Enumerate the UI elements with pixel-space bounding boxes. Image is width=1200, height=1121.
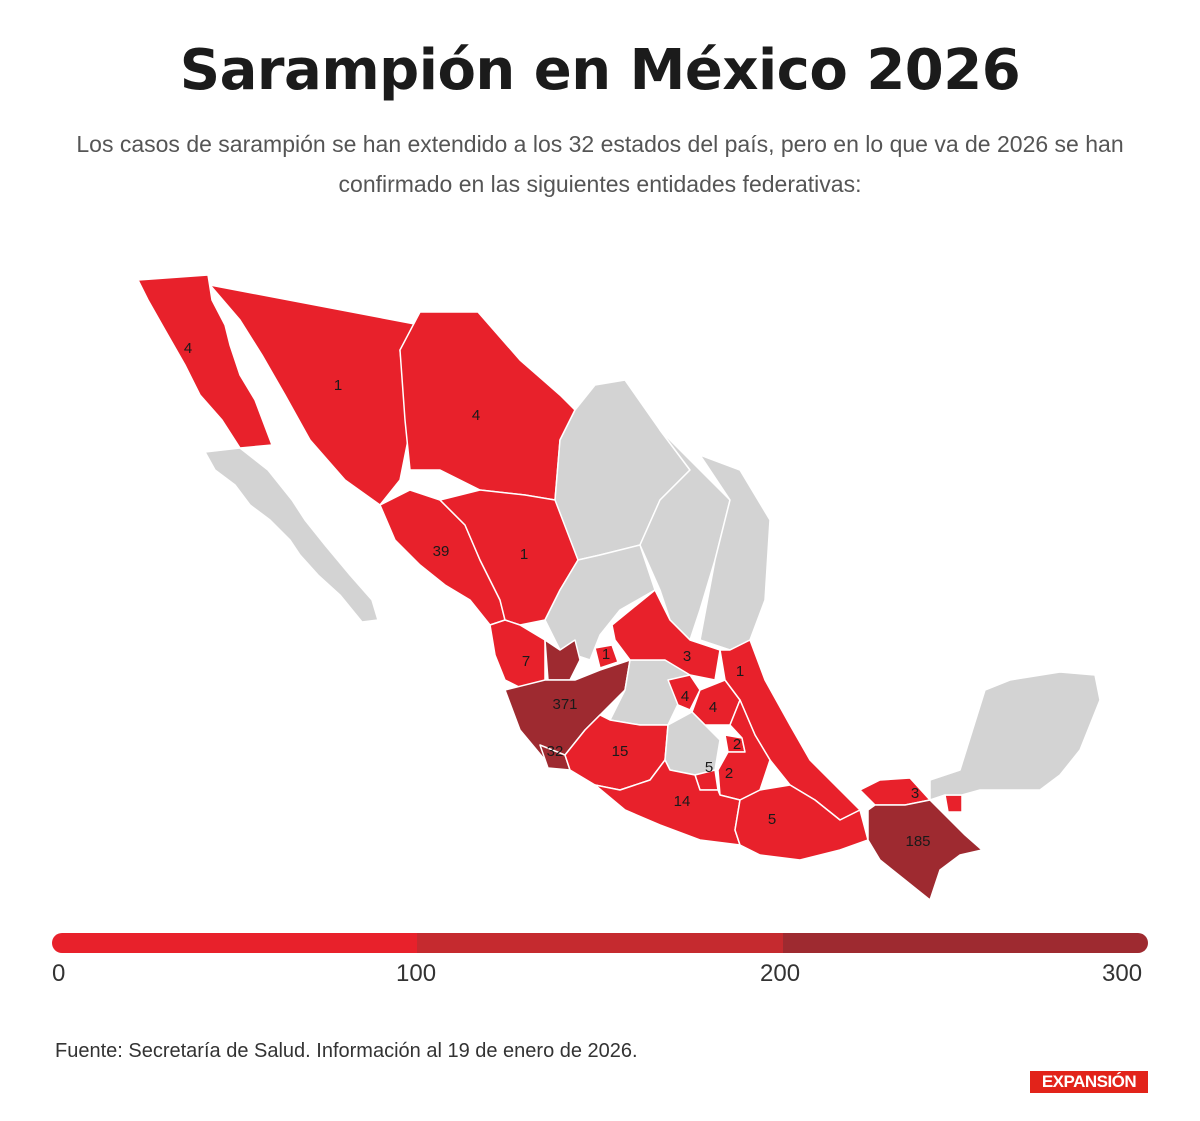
map-label-sinaloa: 39 <box>433 543 450 560</box>
map-label-tlaxcala: 2 <box>733 736 741 753</box>
map-label-sonora: 1 <box>334 377 342 394</box>
state-guerrero[interactable] <box>594 759 741 846</box>
scale-segment-low <box>52 933 418 953</box>
map-label-hidalgo: 4 <box>709 699 717 716</box>
map-label-quer-taro: 4 <box>681 688 689 705</box>
state-jalisco[interactable] <box>504 659 631 761</box>
map-label-veracruz: 1 <box>736 663 744 680</box>
state-queretaro[interactable] <box>667 674 701 711</box>
map-label-chiapas: 185 <box>905 833 930 850</box>
map-label-baja-california: 4 <box>184 340 192 357</box>
state-chihuahua[interactable] <box>399 311 576 501</box>
state-san-luis-potosi[interactable] <box>611 589 721 681</box>
color-scale-bar <box>52 933 1148 953</box>
state-campeche-piece[interactable] <box>944 794 963 813</box>
scale-tick-100: 100 <box>396 960 437 987</box>
page-title: Sarampión en México 2026 <box>179 38 1021 103</box>
state-tabasco[interactable] <box>859 777 931 806</box>
map-label-puebla: 2 <box>725 765 733 782</box>
map-label-chihuahua: 4 <box>472 407 480 424</box>
map-label-tabasco: 3 <box>911 785 919 802</box>
map-label-nayarit: 7 <box>522 653 530 670</box>
map-label-san-luis-potos-: 3 <box>683 648 691 665</box>
map-label-michoac-n: 15 <box>612 743 629 760</box>
state-yucatan-peninsula[interactable] <box>929 671 1101 801</box>
state-baja-california[interactable] <box>137 274 273 449</box>
state-chiapas[interactable] <box>867 799 983 901</box>
state-zacatecas[interactable] <box>544 544 656 661</box>
scale-tick-0: 0 <box>52 960 66 987</box>
scale-segment-mid <box>417 933 783 953</box>
source-note: Fuente: Secretaría de Salud. Información… <box>55 1040 638 1062</box>
map-label-durango: 1 <box>520 546 528 563</box>
map-label-aguascalientes: 1 <box>602 646 610 663</box>
expansion-logo: EXPANSIÓN <box>1030 1071 1148 1093</box>
state-oaxaca[interactable] <box>734 784 869 861</box>
map-label-guerrero: 14 <box>674 793 691 810</box>
map-label-jalisco: 371 <box>552 696 577 713</box>
map-label-morelos: 5 <box>705 759 713 776</box>
state-nayarit[interactable] <box>489 619 546 691</box>
page-subtitle: Los casos de sarampión se han extendido … <box>76 131 1124 197</box>
map-label-oaxaca: 5 <box>768 811 776 828</box>
state-baja-california-sur[interactable] <box>204 447 379 623</box>
map-label-colima: 32 <box>547 743 564 760</box>
scale-segment-high <box>782 933 1148 953</box>
scale-tick-200: 200 <box>760 960 801 987</box>
state-aguascalientes[interactable] <box>594 644 619 669</box>
scale-tick-300: 300 <box>1102 960 1143 987</box>
